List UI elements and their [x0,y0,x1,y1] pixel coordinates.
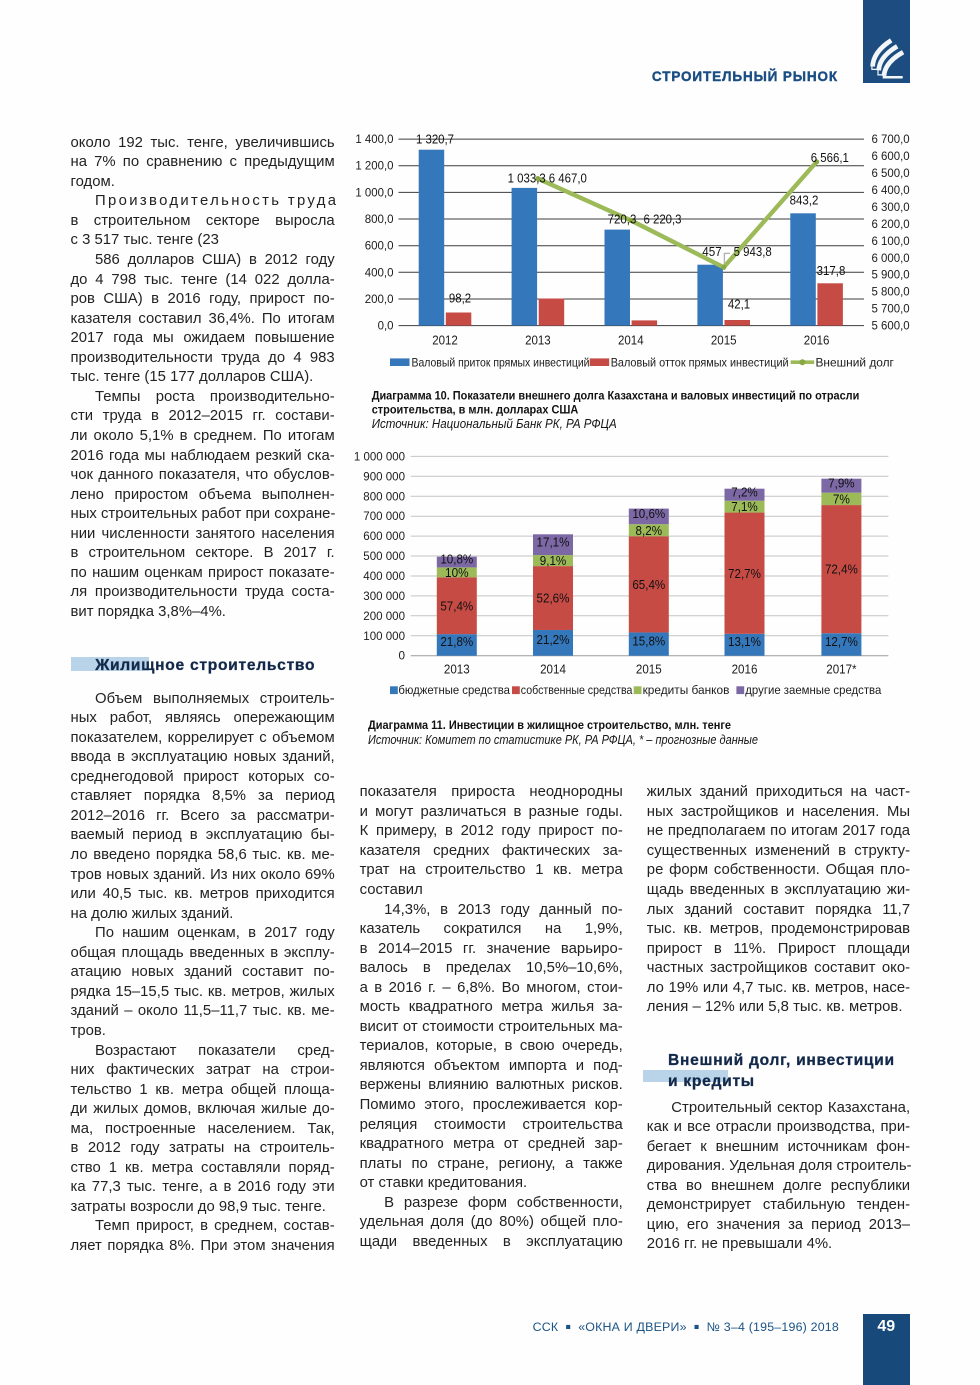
svg-text:5 943,8: 5 943,8 [734,244,772,259]
svg-text:кредиты банков: кредиты банков [643,683,730,697]
svg-text:457: 457 [702,244,721,259]
svg-text:15,8%: 15,8% [632,633,665,648]
svg-text:бюджетные средства: бюджетные средства [398,683,510,697]
svg-text:6 100,0: 6 100,0 [872,234,910,248]
svg-text:5 900,0: 5 900,0 [872,268,910,282]
svg-text:5 700,0: 5 700,0 [872,302,910,316]
svg-text:5 800,0: 5 800,0 [872,285,910,299]
svg-text:2014: 2014 [540,662,566,677]
svg-text:2015: 2015 [636,662,662,677]
svg-text:собственные средства: собственные средства [521,683,633,697]
svg-text:10,6%: 10,6% [632,506,665,521]
svg-text:12,7%: 12,7% [825,634,858,649]
svg-text:700 000: 700 000 [363,509,405,523]
svg-text:7%: 7% [833,491,850,506]
svg-text:7,1%: 7,1% [731,499,758,514]
svg-text:72,4%: 72,4% [825,562,858,577]
svg-text:900 000: 900 000 [363,469,405,483]
svg-text:Диаграмма 10. Показатели внешн: Диаграмма 10. Показатели внешнего долга … [372,388,860,402]
svg-text:6 400,0: 6 400,0 [872,183,910,197]
svg-text:1 400,0: 1 400,0 [355,132,393,146]
svg-text:6 467,0: 6 467,0 [549,170,587,185]
svg-text:6 500,0: 6 500,0 [872,166,910,180]
svg-text:7,9%: 7,9% [828,475,855,490]
svg-text:0: 0 [399,649,406,663]
svg-text:2014: 2014 [618,333,644,348]
svg-text:8,2%: 8,2% [636,523,663,538]
svg-text:Источник: Национальный Банк РК: Источник: Национальный Банк РК, РА РФЦА [372,417,617,431]
svg-text:98,2: 98,2 [449,291,471,306]
svg-text:720,3: 720,3 [608,211,637,226]
svg-text:9,1%: 9,1% [540,553,567,568]
svg-text:400 000: 400 000 [363,569,405,583]
svg-text:6 700,0: 6 700,0 [872,132,910,146]
svg-text:600,0: 600,0 [365,239,394,253]
svg-text:800 000: 800 000 [363,489,405,503]
svg-text:600 000: 600 000 [363,529,405,543]
svg-text:6 600,0: 6 600,0 [872,149,910,163]
svg-text:2013: 2013 [525,333,551,348]
svg-text:6 000,0: 6 000,0 [872,251,910,265]
svg-text:6 220,3: 6 220,3 [643,211,681,226]
svg-text:Валовый приток прямых инвестиц: Валовый приток прямых инвестиций [412,356,590,370]
svg-text:Источник: Комитет по статистик: Источник: Комитет по статистике РК, РА Р… [368,733,758,747]
svg-text:1 000 000: 1 000 000 [354,450,405,463]
svg-text:2016: 2016 [732,662,758,677]
svg-text:другие заемные средства: другие заемные средства [745,683,881,697]
svg-text:72,7%: 72,7% [728,566,761,581]
svg-text:200,0: 200,0 [365,292,394,306]
svg-text:7,2%: 7,2% [731,484,758,499]
svg-text:200 000: 200 000 [363,609,405,623]
svg-text:300 000: 300 000 [363,589,405,603]
svg-text:65,4%: 65,4% [632,577,665,592]
svg-text:17,1%: 17,1% [537,534,570,549]
svg-text:Валовый отток прямых инвестици: Валовый отток прямых инвестиций [611,356,789,370]
svg-text:1 033,3: 1 033,3 [508,170,546,185]
svg-text:52,6%: 52,6% [537,591,570,606]
svg-text:10,8%: 10,8% [440,552,473,567]
svg-text:Внешний долг: Внешний долг [816,356,895,370]
svg-text:Диаграмма 11. Инвестиции в жил: Диаграмма 11. Инвестиции в жилищное стро… [368,718,731,732]
svg-text:843,2: 843,2 [790,193,819,208]
svg-text:317,8: 317,8 [817,263,846,278]
svg-text:100 000: 100 000 [363,629,405,643]
svg-text:13,1%: 13,1% [728,634,761,649]
svg-text:10%: 10% [445,565,469,580]
svg-text:0,0: 0,0 [378,319,394,333]
svg-text:2016: 2016 [804,333,830,348]
svg-text:6 566,1: 6 566,1 [811,150,849,165]
svg-text:57,4%: 57,4% [440,598,473,613]
svg-text:1 000,0: 1 000,0 [355,185,393,199]
svg-text:1 200,0: 1 200,0 [355,159,393,173]
svg-text:строительства, в млн. долларах: строительства, в млн. долларах США [372,403,579,417]
svg-text:1 320,7: 1 320,7 [416,132,454,147]
svg-text:800,0: 800,0 [365,212,394,226]
svg-text:2013: 2013 [444,662,470,677]
svg-text:2015: 2015 [711,333,737,348]
svg-text:500 000: 500 000 [363,549,405,563]
svg-text:6 200,0: 6 200,0 [872,217,910,231]
svg-text:21,2%: 21,2% [537,632,570,647]
svg-text:2012: 2012 [432,333,458,348]
svg-text:6 300,0: 6 300,0 [872,200,910,214]
svg-text:2017*: 2017* [826,662,856,677]
svg-text:400,0: 400,0 [365,265,394,279]
svg-text:42,1: 42,1 [728,297,750,312]
svg-text:5 600,0: 5 600,0 [872,319,910,333]
svg-text:21,8%: 21,8% [440,634,473,649]
